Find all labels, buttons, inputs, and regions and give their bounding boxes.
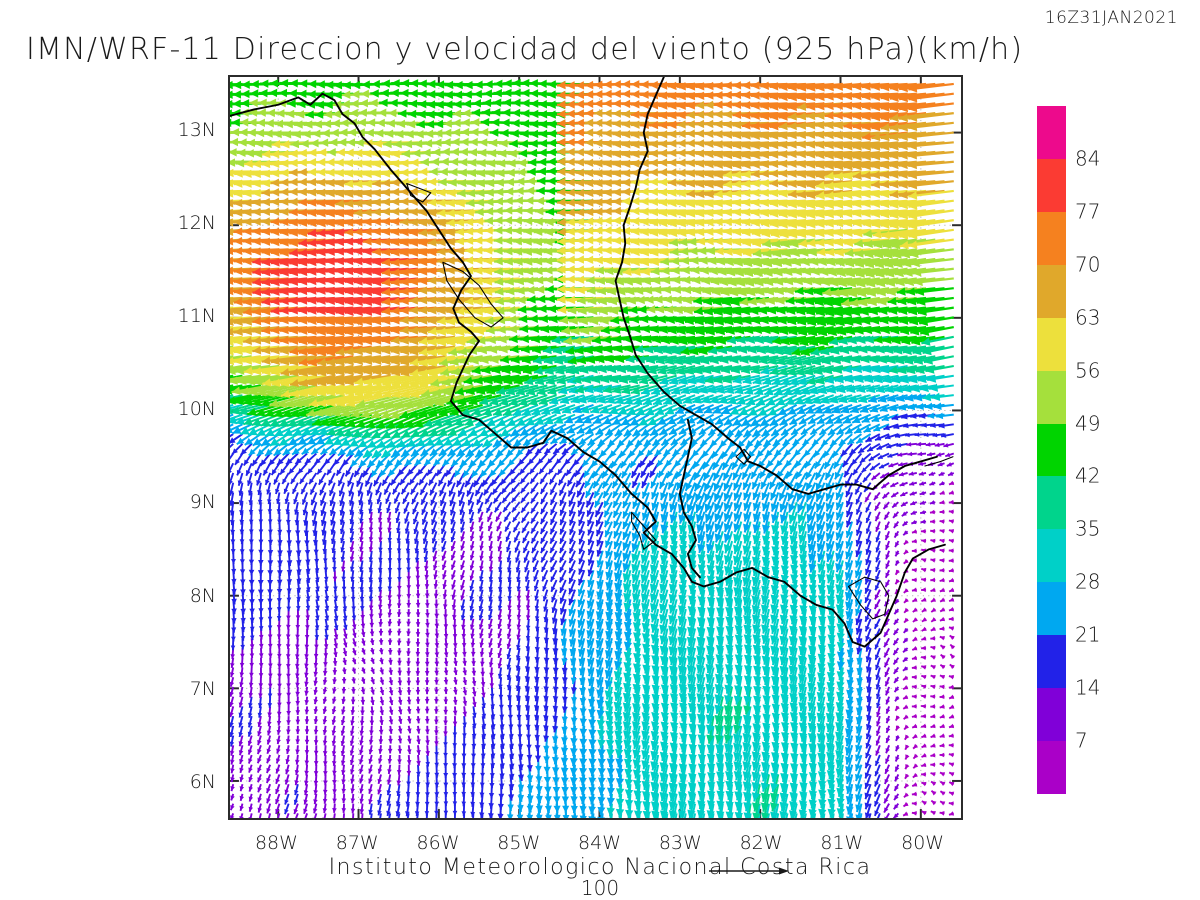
y-tick-6N: 6N: [189, 770, 216, 793]
wind-arrows: [230, 78, 956, 818]
y-tick-7N: 7N: [189, 677, 216, 700]
coastlines: [230, 77, 954, 648]
x-tick-80W: 80W: [901, 832, 945, 854]
colorbar-tick-35: 35: [1075, 516, 1101, 541]
colorbar-tick-14: 14: [1075, 675, 1101, 700]
colorbar-band-0: [1037, 106, 1066, 159]
colorbar-tick-77: 77: [1075, 199, 1101, 224]
model-timestamp: 16Z31JAN2021: [1044, 8, 1178, 28]
x-tick-81W: 81W: [820, 832, 864, 854]
x-tick-87W: 87W: [335, 832, 379, 854]
colorbar-tick-84: 84: [1075, 146, 1101, 171]
x-tick-84W: 84W: [578, 832, 622, 854]
colorbar-band-12: [1037, 741, 1066, 794]
y-tick-13N: 13N: [177, 118, 216, 141]
colorbar-tick-49: 49: [1075, 411, 1101, 436]
colorbar-band-1: [1037, 158, 1066, 212]
footer-credit: Instituto Meteorologico Nacional Costa R…: [328, 855, 872, 880]
colorbar-tick-7: 7: [1075, 728, 1088, 753]
colorbar-tick-56: 56: [1075, 358, 1101, 383]
x-tick-83W: 83W: [658, 832, 702, 854]
x-tick-82W: 82W: [739, 832, 783, 854]
colorbar-tick-21: 21: [1075, 622, 1101, 647]
colorbar[interactable]: [1037, 106, 1066, 794]
colorbar-band-6: [1037, 423, 1066, 477]
colorbar-band-7: [1037, 476, 1066, 530]
colorbar-band-5: [1037, 370, 1066, 424]
colorbar-tick-42: 42: [1075, 463, 1101, 488]
y-tick-10N: 10N: [177, 398, 216, 421]
y-tick-11N: 11N: [177, 305, 216, 328]
colorbar-band-3: [1037, 264, 1066, 318]
y-tick-9N: 9N: [189, 491, 216, 514]
colorbar-band-8: [1037, 529, 1066, 583]
colorbar-band-11: [1037, 688, 1066, 742]
page-title: IMN/WRF-11 Direccion y velocidad del vie…: [26, 32, 1024, 67]
reference-vector-label: 100: [580, 876, 620, 900]
reference-vector-arrow: [709, 867, 789, 875]
x-tick-86W: 86W: [416, 832, 460, 854]
wind-vector-map[interactable]: [228, 75, 963, 820]
colorbar-band-9: [1037, 582, 1066, 636]
colorbar-band-10: [1037, 635, 1066, 689]
colorbar-band-2: [1037, 211, 1066, 265]
vector-field-canvas: [230, 77, 961, 818]
x-tick-85W: 85W: [497, 832, 541, 854]
x-tick-88W: 88W: [254, 832, 298, 854]
y-tick-12N: 12N: [177, 212, 216, 234]
colorbar-band-4: [1037, 317, 1066, 371]
colorbar-tick-70: 70: [1075, 252, 1101, 277]
colorbar-tick-28: 28: [1075, 569, 1101, 594]
y-tick-8N: 8N: [189, 584, 216, 607]
colorbar-tick-63: 63: [1075, 305, 1101, 330]
